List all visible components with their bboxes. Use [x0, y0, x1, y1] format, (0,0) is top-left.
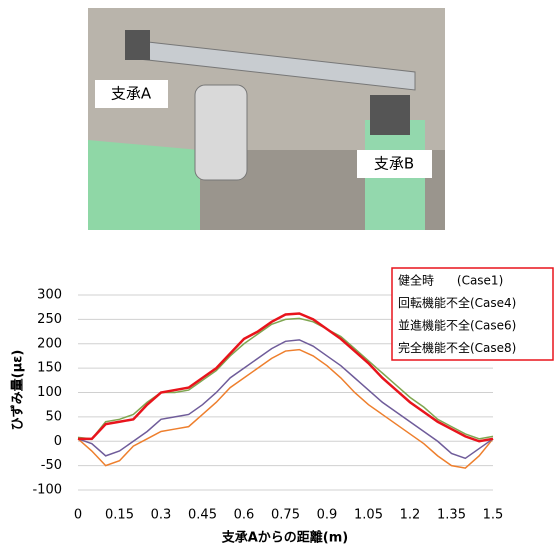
y-tick-label: 150: [37, 361, 62, 376]
x-tick-label: 0.45: [188, 508, 217, 523]
x-tick-label: 1.35: [437, 508, 466, 523]
x-tick-label: 1.5: [483, 508, 504, 523]
support-structure: [88, 140, 200, 230]
photo-label: 支承B: [374, 155, 414, 173]
y-tick-label: 0: [54, 434, 62, 449]
y-tick-label: 50: [45, 409, 62, 424]
y-tick-label: 300: [37, 288, 62, 303]
x-tick-label: 1.05: [354, 508, 383, 523]
x-tick-label: 0.6: [234, 508, 255, 523]
y-axis-label: ひずみ量(με): [10, 350, 26, 431]
y-tick-label: 100: [37, 385, 62, 400]
x-tick-label: 0.15: [105, 508, 134, 523]
x-tick-label: 1.2: [400, 508, 421, 523]
legend-entry: 並進機能不全(Case6): [398, 318, 516, 333]
x-tick-label: 0.9: [317, 508, 338, 523]
legend-entry: 完全機能不全(Case8): [398, 340, 516, 355]
y-tick-label: -50: [41, 458, 62, 473]
legend-entry: 健全時 (Case1): [398, 273, 503, 288]
bearing-b: [370, 95, 410, 135]
x-tick-label: 0.3: [151, 508, 172, 523]
y-tick-label: 250: [37, 312, 62, 327]
x-tick-label: 0: [74, 508, 82, 523]
figure: 支承A 支承B ひずみ量(με) 支承Aからの距離(m) -100 -50 0 50 1…: [0, 0, 557, 547]
y-tick-label: -100: [32, 483, 62, 498]
legend-entry: 回転機能不全(Case4): [398, 295, 516, 310]
x-axis-label: 支承Aからの距離(m): [221, 530, 349, 546]
y-tick-label: 200: [37, 336, 62, 351]
photo-label: 支承A: [111, 85, 152, 103]
x-tick-label: 0.75: [271, 508, 300, 523]
weight: [195, 85, 247, 180]
bearing-a: [125, 30, 150, 60]
photo: 支承A 支承B: [88, 8, 445, 230]
